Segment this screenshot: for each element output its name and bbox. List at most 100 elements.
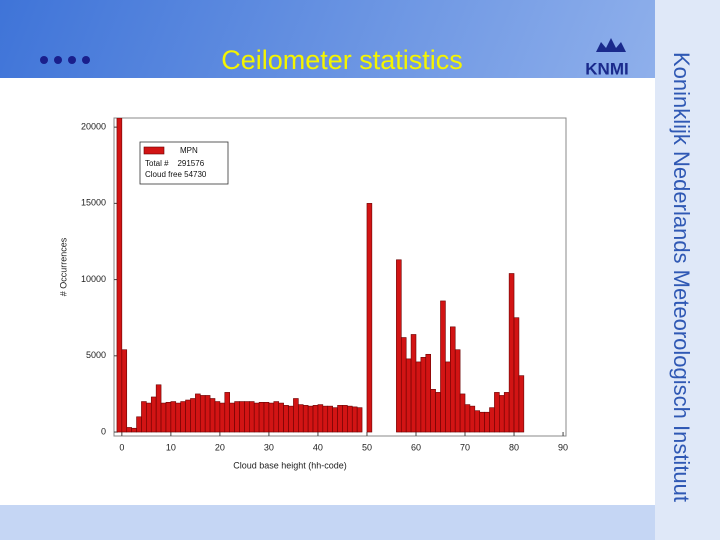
x-tick-label: 0 <box>119 442 124 452</box>
x-tick-label: 40 <box>313 442 323 452</box>
bar <box>454 349 461 433</box>
y-tick-label: 10000 <box>81 274 106 284</box>
bar <box>499 395 505 433</box>
bar <box>293 398 299 433</box>
bar <box>170 401 177 433</box>
bar <box>513 317 520 433</box>
x-tick-label: 50 <box>362 442 372 452</box>
y-tick-label: 5000 <box>86 350 106 360</box>
bar <box>229 402 235 433</box>
x-tick-label: 20 <box>215 442 225 452</box>
y-tick-label: 15000 <box>81 198 106 208</box>
bar <box>131 427 137 433</box>
crown-icon <box>596 38 626 52</box>
bar <box>175 402 181 433</box>
bar <box>415 361 422 433</box>
bar <box>459 393 466 433</box>
bar <box>214 401 221 433</box>
bar <box>204 395 211 433</box>
bar <box>469 405 476 433</box>
bar <box>302 405 309 433</box>
x-tick-label: 10 <box>166 442 176 452</box>
bar <box>410 334 417 433</box>
bar <box>121 349 128 433</box>
slide-title: Ceilometer statistics <box>221 45 463 75</box>
bar <box>494 392 500 433</box>
bar <box>474 410 481 433</box>
bar <box>150 396 157 433</box>
legend-label: MPN <box>180 146 198 155</box>
bar <box>342 405 348 433</box>
bar <box>244 401 250 433</box>
bar <box>219 402 226 433</box>
bar <box>322 405 329 433</box>
y-tick-label: 20000 <box>81 122 106 132</box>
bar <box>141 401 147 433</box>
bar <box>307 405 314 433</box>
bar <box>337 405 343 433</box>
bar <box>356 407 363 433</box>
bar <box>479 411 485 433</box>
bar <box>185 399 191 433</box>
bar <box>116 118 123 433</box>
bar <box>155 384 162 433</box>
x-tick-label: 80 <box>509 442 519 452</box>
bar <box>332 407 338 433</box>
bar <box>239 401 245 433</box>
bar <box>518 375 525 433</box>
bar <box>503 392 510 433</box>
bar <box>278 402 284 433</box>
y-axis-label: # Occurrences <box>58 237 68 296</box>
bottom-strip <box>0 505 655 540</box>
bar <box>126 427 132 433</box>
bar <box>420 357 427 433</box>
bar <box>312 405 319 433</box>
side-text: Koninklijk Nederlands Meteorologisch Ins… <box>669 52 694 502</box>
side-panel <box>655 0 720 540</box>
dots <box>40 56 90 64</box>
bar <box>195 393 201 433</box>
bar <box>180 401 186 433</box>
bar <box>258 402 265 433</box>
annotation: Cloud free 54730 <box>145 170 207 179</box>
bar <box>249 401 255 433</box>
legend-swatch <box>143 146 165 155</box>
bars <box>116 118 525 433</box>
bar <box>317 404 324 433</box>
bar <box>224 392 230 433</box>
bar <box>484 411 490 433</box>
bar <box>283 405 289 433</box>
bar <box>440 300 446 433</box>
bar <box>450 326 456 433</box>
x-tick-label: 70 <box>460 442 470 452</box>
bar <box>234 401 240 433</box>
bar <box>298 404 304 433</box>
x-tick-label: 90 <box>558 442 568 452</box>
bar <box>136 416 142 433</box>
bar <box>165 402 172 433</box>
bar <box>366 203 373 433</box>
x-axis-label: Cloud base height (hh-code) <box>233 460 347 470</box>
bar <box>288 405 294 433</box>
bar <box>508 273 515 433</box>
bar <box>405 358 412 433</box>
bar <box>160 402 167 433</box>
bar <box>209 398 216 433</box>
bar <box>199 395 206 433</box>
bar <box>273 401 280 433</box>
bar <box>351 406 358 433</box>
annotation: Total # 291576 <box>145 159 205 168</box>
bar <box>464 404 471 433</box>
bar <box>425 353 431 433</box>
bar <box>400 337 407 433</box>
bar <box>146 402 152 433</box>
bar <box>347 405 353 433</box>
bar <box>430 389 436 433</box>
bar <box>268 402 275 433</box>
x-tick-label: 30 <box>264 442 274 452</box>
bar <box>445 361 451 433</box>
x-tick-label: 60 <box>411 442 421 452</box>
bar <box>327 405 333 433</box>
bar <box>190 398 196 433</box>
